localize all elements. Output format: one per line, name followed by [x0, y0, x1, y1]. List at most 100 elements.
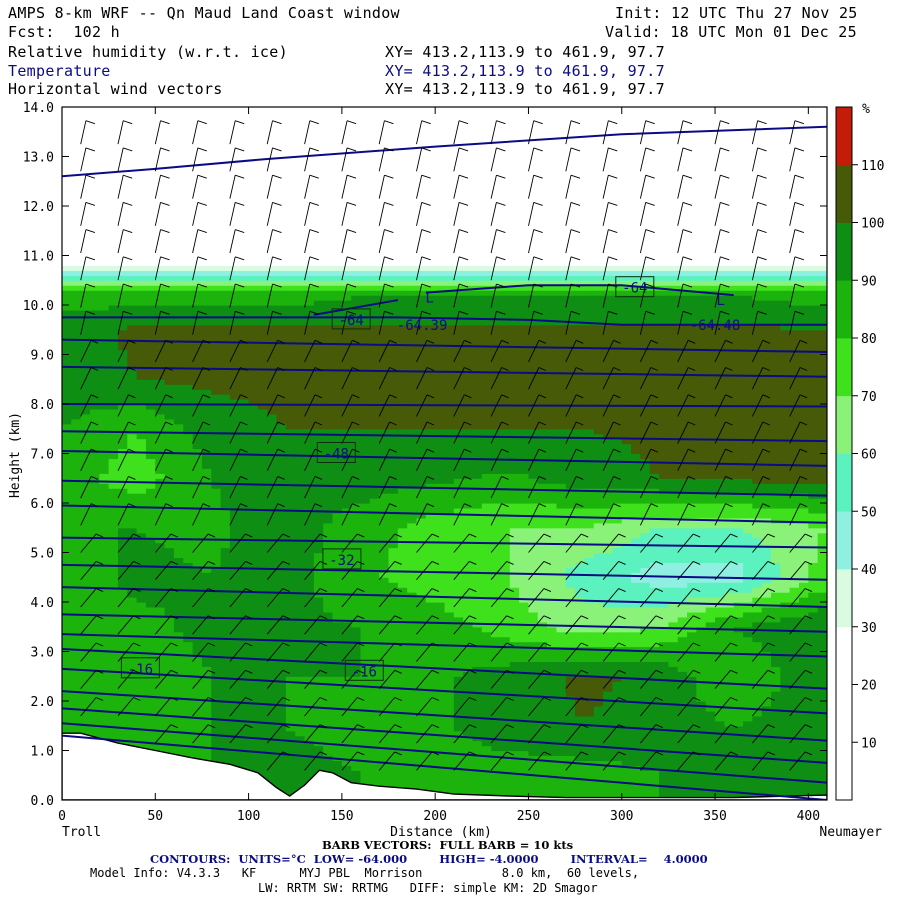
rh-cell	[108, 206, 119, 212]
rh-cell	[80, 517, 91, 524]
rh-cell	[332, 235, 343, 242]
rh-cell	[145, 705, 156, 712]
rh-cell	[229, 616, 240, 623]
rh-cell	[173, 750, 184, 757]
rh-cell	[117, 389, 128, 395]
rh-cell	[379, 176, 390, 182]
rh-cell	[313, 329, 324, 336]
rh-cell	[99, 181, 110, 187]
rh-cell	[220, 715, 231, 722]
rh-cell	[295, 423, 306, 430]
rh-cell	[257, 705, 268, 712]
rh-cell	[155, 567, 166, 573]
rh-cell	[239, 557, 250, 563]
rh-cell	[295, 374, 306, 380]
rh-cell	[192, 334, 203, 341]
rh-cell	[351, 656, 362, 662]
rh-cell	[136, 488, 147, 494]
rh-cell	[304, 196, 315, 202]
rh-cell	[379, 280, 390, 286]
rh-cell	[220, 448, 231, 455]
rh-cell	[351, 166, 362, 172]
rh-cell	[295, 760, 306, 766]
rh-cell	[285, 715, 296, 722]
rh-cell	[192, 527, 203, 534]
rh-cell	[62, 280, 72, 286]
rh-cell	[360, 196, 371, 202]
rh-cell	[351, 438, 362, 445]
rh-cell	[127, 666, 138, 672]
rh-cell	[323, 369, 334, 375]
rh-cell	[183, 131, 194, 138]
rh-cell	[295, 602, 306, 608]
rh-cell	[239, 359, 250, 365]
rh-cell	[145, 636, 156, 643]
rh-cell	[295, 626, 306, 633]
rh-cell	[332, 468, 343, 474]
rh-cell	[313, 265, 324, 271]
rh-cell	[183, 547, 194, 554]
rh-cell	[164, 572, 175, 578]
rh-cell	[285, 196, 296, 202]
rh-cell	[99, 344, 110, 351]
rh-cell	[211, 710, 222, 717]
rh-cell	[267, 740, 278, 747]
rh-cell	[313, 552, 324, 559]
rh-cell	[239, 354, 250, 361]
rh-cell	[388, 611, 399, 618]
rh-cell	[257, 725, 268, 732]
rh-cell	[71, 641, 82, 648]
rh-cell	[99, 542, 110, 549]
rh-cell	[108, 681, 119, 687]
rh-cell	[369, 537, 380, 544]
rh-cell	[211, 646, 222, 653]
rh-cell	[379, 606, 390, 613]
rh-cell	[201, 651, 212, 658]
rh-cell	[183, 300, 194, 306]
rh-cell	[108, 334, 119, 341]
rh-cell	[173, 260, 184, 266]
rh-cell	[304, 493, 315, 499]
rh-cell	[257, 498, 268, 504]
rh-cell	[351, 389, 362, 395]
rh-cell	[295, 245, 306, 252]
rh-cell	[183, 206, 194, 212]
rh-cell	[257, 201, 268, 207]
rh-cell	[295, 156, 306, 163]
rh-cell	[332, 290, 343, 296]
rh-cell	[155, 186, 166, 192]
rh-cell	[313, 374, 324, 380]
rh-cell	[248, 517, 259, 524]
rh-cell	[192, 567, 203, 573]
rh-cell	[360, 740, 371, 747]
rh-cell	[313, 671, 324, 677]
rh-cell	[164, 705, 175, 712]
rh-cell	[108, 324, 119, 331]
rh-cell	[145, 413, 156, 420]
rh-cell	[220, 656, 231, 662]
rh-cell	[295, 379, 306, 385]
rh-cell	[62, 592, 72, 598]
rh-cell	[257, 295, 268, 301]
rh-cell	[351, 735, 362, 742]
rh-cell	[257, 428, 268, 435]
rh-cell	[183, 196, 194, 202]
rh-cell	[155, 547, 166, 554]
rh-cell	[341, 176, 352, 182]
rh-cell	[369, 305, 380, 311]
rh-cell	[351, 384, 362, 390]
rh-cell	[164, 661, 175, 667]
rh-cell	[89, 260, 100, 266]
rh-cell	[99, 389, 110, 395]
rh-cell	[341, 775, 352, 781]
rh-cell	[304, 394, 315, 400]
rh-cell	[276, 369, 287, 375]
rh-cell	[220, 616, 231, 623]
rh-cell	[229, 107, 240, 113]
rh-cell	[248, 319, 259, 326]
rh-cell	[80, 577, 91, 583]
rh-cell	[332, 701, 343, 707]
rh-cell	[341, 389, 352, 395]
rh-cell	[313, 582, 324, 588]
rh-cell	[369, 191, 380, 197]
